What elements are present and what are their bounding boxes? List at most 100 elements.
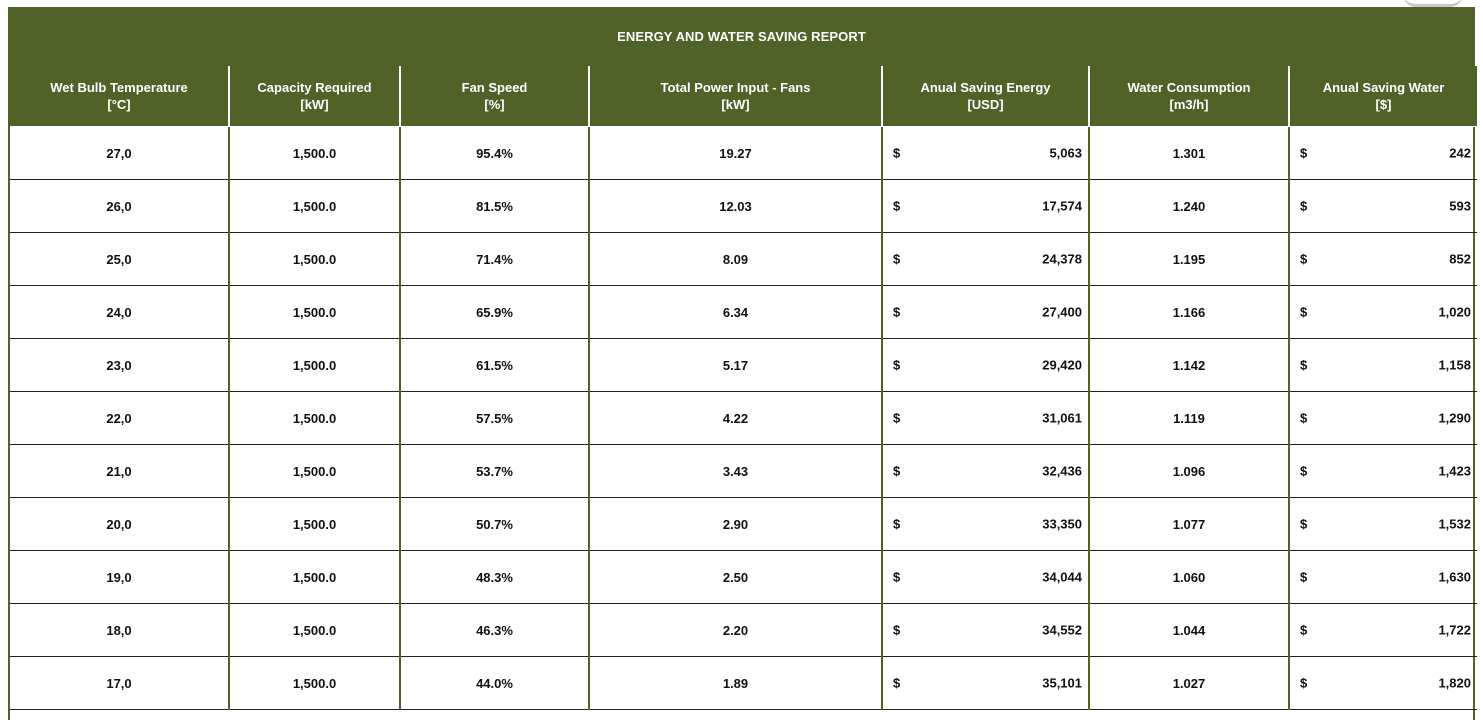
amount-value: 35,101	[1042, 675, 1082, 691]
amount-value: 31,061	[1042, 410, 1082, 426]
currency-symbol: $	[1300, 251, 1308, 267]
header-row: Wet Bulb Temperature [°C] Capacity Require…	[10, 66, 1477, 127]
amount-value: 1,020	[1438, 304, 1471, 320]
anual-saving-energy-cell: $31,061	[881, 391, 1089, 445]
currency-symbol: $	[1300, 675, 1308, 691]
corner-decoration	[1403, 0, 1463, 7]
anual-saving-energy-cell: $34,552	[881, 603, 1089, 657]
amount-value: 1,630	[1438, 569, 1471, 585]
column-header-unit: [USD]	[967, 97, 1004, 112]
fan-speed-cell: 95.4%	[399, 126, 589, 180]
fan-speed-cell: 50.7%	[399, 497, 589, 551]
column-header-name: Total Power Input - Fans	[660, 80, 811, 95]
water-consumption-cell: 1.060	[1088, 550, 1289, 604]
column-header-name: Anual Saving Energy	[920, 80, 1051, 95]
column-header-anual-saving-water: Anual Saving Water [$]	[1288, 66, 1477, 127]
column-header-wet-bulb-temperature: Wet Bulb Temperature [°C]	[10, 66, 229, 127]
amount-value: 1,423	[1438, 463, 1471, 479]
anual-saving-energy-cell: $29,420	[881, 338, 1089, 392]
fan-speed-cell: 48.3%	[399, 550, 589, 604]
column-header-unit: [kW]	[721, 97, 750, 112]
report-title: ENERGY AND WATER SAVING REPORT	[10, 7, 1473, 66]
capacity-required-cell: 1,500.0	[228, 656, 400, 710]
anual-saving-energy-cell: $27,400	[881, 285, 1089, 339]
amount-value: 1,532	[1438, 516, 1471, 532]
anual-saving-energy-cell: $24,378	[881, 232, 1089, 286]
capacity-required-cell: 1,500.0	[228, 232, 400, 286]
table-row: 25,0 1,500.0 71.4% 8.09 $24,378 1.195 $852	[10, 232, 1477, 286]
wet-bulb-temperature-cell: 22,0	[10, 391, 229, 445]
total-power-input-cell: 4.22	[588, 391, 882, 445]
column-header-unit: [$]	[1375, 97, 1392, 112]
fan-speed-cell: 44.0%	[399, 656, 589, 710]
fan-speed-cell: 61.5%	[399, 338, 589, 392]
table-row: 27,0 1,500.0 95.4% 19.27 $5,063 1.301 $242	[10, 126, 1477, 180]
table-body: 27,0 1,500.0 95.4% 19.27 $5,063 1.301 $242 26,0…	[10, 126, 1477, 710]
anual-saving-water-cell: $1,290	[1288, 391, 1477, 445]
currency-symbol: $	[1300, 463, 1308, 479]
water-consumption-cell: 1.301	[1088, 126, 1289, 180]
total-power-input-cell: 19.27	[588, 126, 882, 180]
column-header-unit: [%]	[484, 97, 505, 112]
anual-saving-energy-cell: $35,101	[881, 656, 1089, 710]
fan-speed-cell: 65.9%	[399, 285, 589, 339]
wet-bulb-temperature-cell: 26,0	[10, 179, 229, 233]
column-header-unit: [kW]	[300, 97, 329, 112]
amount-value: 1,158	[1438, 357, 1471, 373]
amount-value: 1,290	[1438, 410, 1471, 426]
wet-bulb-temperature-cell: 27,0	[10, 126, 229, 180]
wet-bulb-temperature-cell: 24,0	[10, 285, 229, 339]
capacity-required-cell: 1,500.0	[228, 444, 400, 498]
currency-symbol: $	[1300, 516, 1308, 532]
amount-value: 593	[1449, 198, 1471, 214]
fan-speed-cell: 57.5%	[399, 391, 589, 445]
anual-saving-water-cell: $1,820	[1288, 656, 1477, 710]
column-header-unit: [°C]	[107, 97, 131, 112]
wet-bulb-temperature-cell: 21,0	[10, 444, 229, 498]
table-header: Wet Bulb Temperature [°C] Capacity Require…	[10, 66, 1477, 127]
column-header-name: Capacity Required	[257, 80, 372, 95]
wet-bulb-temperature-cell: 20,0	[10, 497, 229, 551]
column-header-anual-saving-energy: Anual Saving Energy [USD]	[881, 66, 1089, 127]
anual-saving-energy-cell: $34,044	[881, 550, 1089, 604]
amount-value: 242	[1449, 145, 1471, 161]
anual-saving-water-cell: $1,158	[1288, 338, 1477, 392]
table-row: 20,0 1,500.0 50.7% 2.90 $33,350 1.077 $1,532	[10, 497, 1477, 551]
currency-symbol: $	[893, 622, 901, 638]
currency-symbol: $	[1300, 357, 1308, 373]
wet-bulb-temperature-cell: 17,0	[10, 656, 229, 710]
water-consumption-cell: 1.027	[1088, 656, 1289, 710]
column-header-water-consumption: Water Consumption [m3/h]	[1088, 66, 1289, 127]
column-header-unit: [m3/h]	[1169, 97, 1209, 112]
currency-symbol: $	[893, 304, 901, 320]
currency-symbol: $	[893, 675, 901, 691]
table-row: 26,0 1,500.0 81.5% 12.03 $17,574 1.240 $593	[10, 179, 1477, 233]
amount-value: 5,063	[1049, 145, 1082, 161]
water-consumption-cell: 1.044	[1088, 603, 1289, 657]
amount-value: 1,722	[1438, 622, 1471, 638]
report-table: Wet Bulb Temperature [°C] Capacity Require…	[10, 66, 1477, 710]
amount-value: 29,420	[1042, 357, 1082, 373]
fan-speed-cell: 71.4%	[399, 232, 589, 286]
currency-symbol: $	[893, 198, 901, 214]
capacity-required-cell: 1,500.0	[228, 391, 400, 445]
anual-saving-water-cell: $852	[1288, 232, 1477, 286]
anual-saving-energy-cell: $17,574	[881, 179, 1089, 233]
currency-symbol: $	[1300, 622, 1308, 638]
anual-saving-energy-cell: $5,063	[881, 126, 1089, 180]
table-row: 19,0 1,500.0 48.3% 2.50 $34,044 1.060 $1,630	[10, 550, 1477, 604]
table-row: 24,0 1,500.0 65.9% 6.34 $27,400 1.166 $1,020	[10, 285, 1477, 339]
column-header-total-power-input-fans: Total Power Input - Fans [kW]	[588, 66, 882, 127]
anual-saving-energy-cell: $33,350	[881, 497, 1089, 551]
capacity-required-cell: 1,500.0	[228, 126, 400, 180]
amount-value: 27,400	[1042, 304, 1082, 320]
water-consumption-cell: 1.096	[1088, 444, 1289, 498]
fan-speed-cell: 46.3%	[399, 603, 589, 657]
capacity-required-cell: 1,500.0	[228, 285, 400, 339]
currency-symbol: $	[893, 410, 901, 426]
total-power-input-cell: 5.17	[588, 338, 882, 392]
water-consumption-cell: 1.077	[1088, 497, 1289, 551]
column-header-name: Anual Saving Water	[1322, 80, 1445, 95]
wet-bulb-temperature-cell: 19,0	[10, 550, 229, 604]
anual-saving-water-cell: $1,423	[1288, 444, 1477, 498]
